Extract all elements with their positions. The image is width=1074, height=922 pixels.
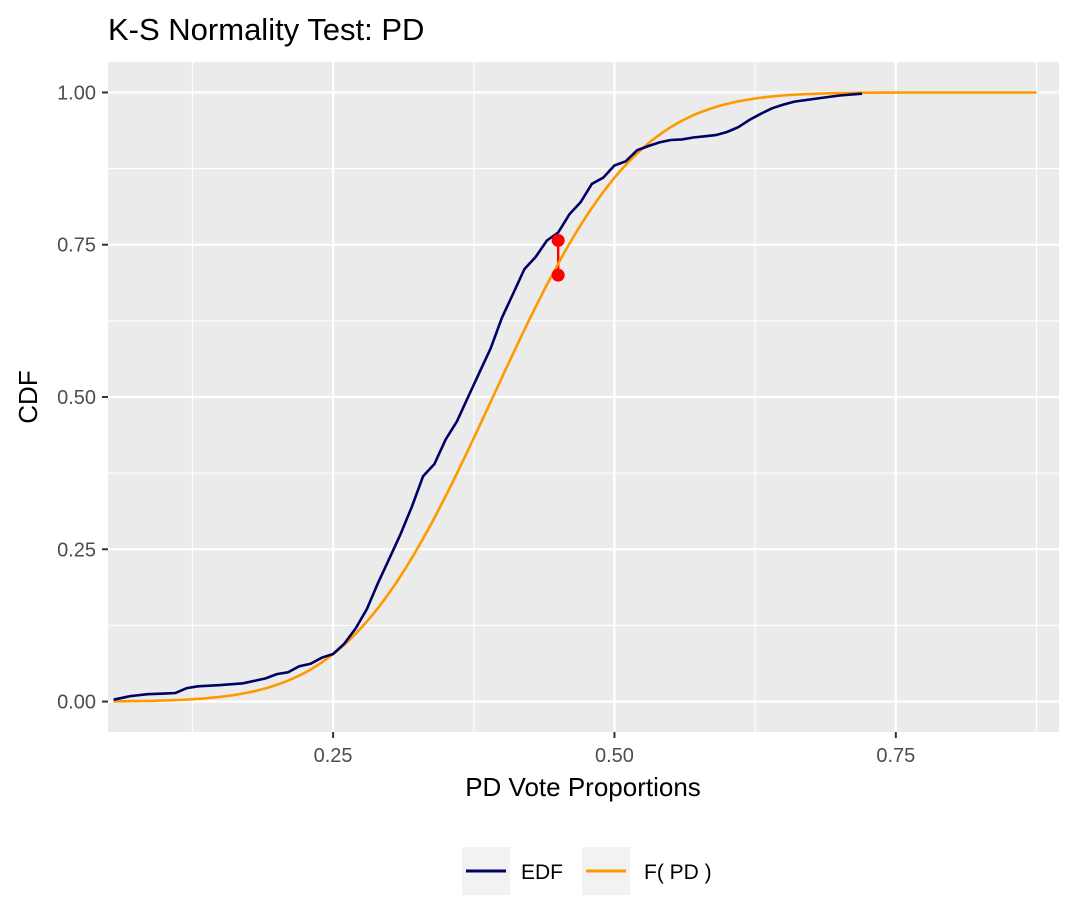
ks-point-cdf [551, 268, 565, 282]
legend-label-edf: EDF [521, 861, 563, 884]
ks-points [551, 233, 565, 282]
legend: EDF F( PD ) [462, 847, 712, 895]
x-axis-ticks: 0.25 0.50 0.75 [314, 732, 915, 767]
legend-label-f: F( PD ) [644, 861, 712, 884]
y-tick-label: 0.75 [57, 235, 96, 257]
y-axis-title: CDF [13, 370, 43, 423]
normal-cdf-line [113, 91, 1037, 703]
x-tick-label: 0.75 [876, 745, 915, 767]
y-tick-label: 1.00 [57, 82, 96, 104]
x-tick-label: 0.25 [314, 745, 353, 767]
x-tick-label: 0.50 [595, 745, 634, 767]
y-tick-label: 0.50 [57, 387, 96, 409]
y-tick-label: 0.25 [57, 539, 96, 561]
y-axis-ticks: 0.00 0.25 0.50 0.75 1.00 [57, 82, 108, 714]
gridlines [108, 62, 1059, 732]
y-tick-label: 0.00 [57, 692, 96, 714]
edf-line [113, 92, 863, 701]
ks-point-edf [551, 233, 565, 247]
chart-title: K-S Normality Test: PD [108, 12, 424, 47]
x-axis-title: PD Vote Proportions [465, 772, 701, 802]
